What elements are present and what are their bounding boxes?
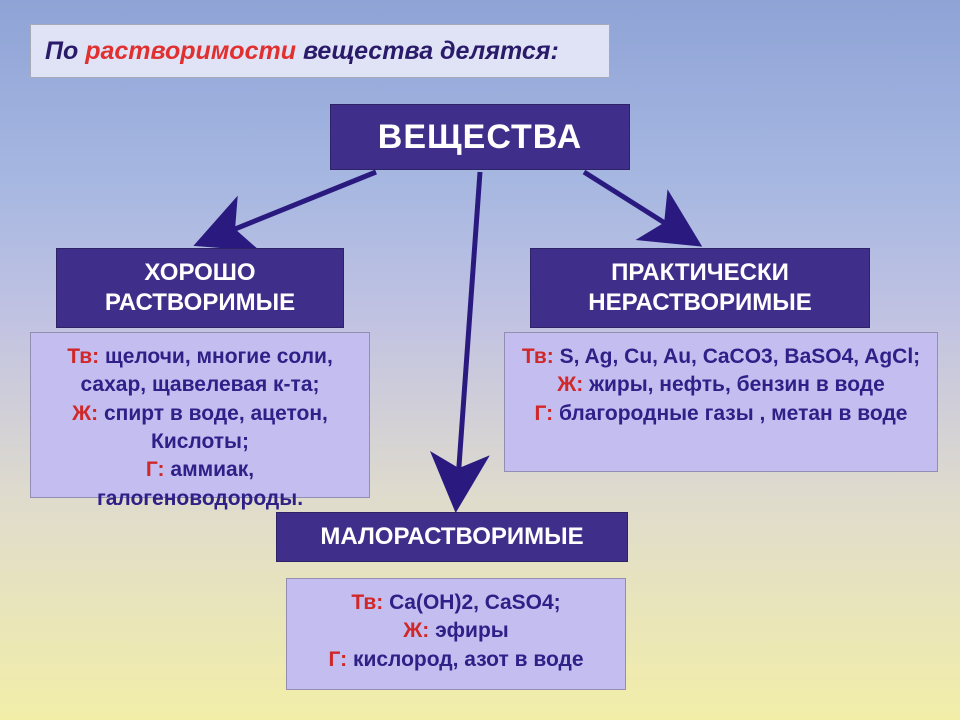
cat-mid-label: МАЛОРАСТВОРИМЫЕ xyxy=(320,522,583,552)
title-highlight: растворимости xyxy=(85,37,296,65)
cat-right-line2: НЕРАСТВОРИМЫЕ xyxy=(588,289,812,316)
label-zh: Ж: xyxy=(72,402,98,425)
det-right-tv: S, Ag, Cu, Au, CaCO3, BaSO4, AgCl; xyxy=(560,345,921,368)
label-tv: Тв: xyxy=(67,345,99,368)
details-slightly-soluble: Тв: Ca(OH)2, CaSO4; Ж: эфиры Г: кислород… xyxy=(286,578,626,690)
label-tv: Тв: xyxy=(351,591,383,614)
det-left-g: аммиак, галогеноводороды. xyxy=(97,458,303,509)
det-right-zh: жиры, нефть, бензин в воде xyxy=(589,373,885,396)
title-suffix: вещества делятся: xyxy=(303,37,559,65)
det-left-tv: щелочи, многие соли, сахар, щавелевая к-… xyxy=(80,345,332,396)
root-node-label: ВЕЩЕСТВА xyxy=(378,118,582,157)
label-g: Г: xyxy=(535,402,554,425)
label-g: Г: xyxy=(328,648,347,671)
root-node: ВЕЩЕСТВА xyxy=(330,104,630,170)
det-mid-zh: эфиры xyxy=(435,619,509,642)
det-mid-tv: Ca(OH)2, CaSO4; xyxy=(389,591,561,614)
category-slightly-soluble: МАЛОРАСТВОРИМЫЕ xyxy=(276,512,628,562)
title-prefix: По xyxy=(45,37,78,65)
category-well-soluble: ХОРОШО РАСТВОРИМЫЕ xyxy=(56,248,344,328)
cat-left-line1: ХОРОШО xyxy=(144,259,255,286)
det-right-g: благородные газы , метан в воде xyxy=(559,402,908,425)
label-tv: Тв: xyxy=(522,345,554,368)
det-mid-g: кислород, азот в воде xyxy=(353,648,584,671)
cat-right-line1: ПРАКТИЧЕСКИ xyxy=(611,259,789,286)
slide-title: По растворимости вещества делятся: xyxy=(30,24,610,78)
det-left-zh: спирт в воде, ацетон, Кислоты; xyxy=(104,402,328,453)
category-insoluble: ПРАКТИЧЕСКИ НЕРАСТВОРИМЫЕ xyxy=(530,248,870,328)
label-zh: Ж: xyxy=(403,619,429,642)
details-well-soluble: Тв: щелочи, многие соли, сахар, щавелева… xyxy=(30,332,370,498)
label-zh: Ж: xyxy=(557,373,583,396)
cat-left-line2: РАСТВОРИМЫЕ xyxy=(105,289,295,316)
details-insoluble: Тв: S, Ag, Cu, Au, CaCO3, BaSO4, AgCl; Ж… xyxy=(504,332,938,472)
label-g: Г: xyxy=(146,458,165,481)
